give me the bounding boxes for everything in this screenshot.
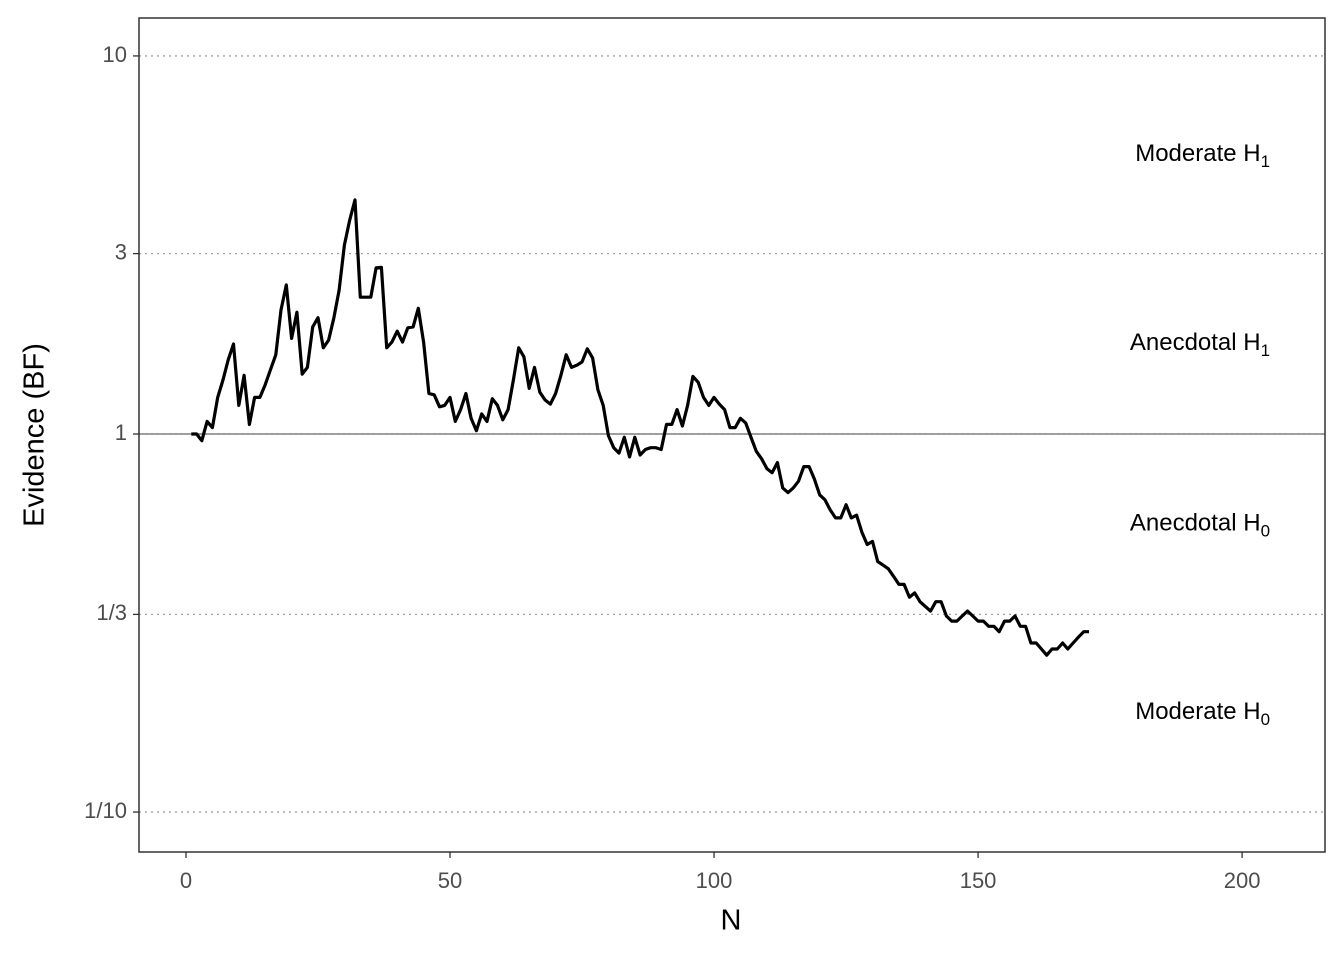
annotation: Anecdotal H1 bbox=[1130, 329, 1270, 360]
y-axis-title: Evidence (BF) bbox=[19, 343, 51, 527]
annotation-text: Moderate H bbox=[1135, 698, 1260, 725]
annotation-text: Anecdotal H bbox=[1130, 510, 1261, 537]
y-tick-label: 10 bbox=[103, 42, 127, 67]
x-tick-label: 0 bbox=[180, 868, 192, 893]
plot-border bbox=[138, 17, 1326, 853]
annotation-subscript: 0 bbox=[1261, 710, 1270, 729]
annotation-subscript: 1 bbox=[1261, 341, 1270, 360]
annotation: Moderate H0 bbox=[1135, 698, 1270, 729]
x-tick-label: 200 bbox=[1224, 868, 1261, 893]
y-tick-label: 1/10 bbox=[84, 798, 127, 823]
annotation-subscript: 1 bbox=[1261, 152, 1270, 171]
y-tick-label: 3 bbox=[115, 239, 127, 264]
annotation: Moderate H1 bbox=[1135, 140, 1270, 171]
x-axis-title: N bbox=[721, 905, 742, 937]
annotation-subscript: 0 bbox=[1261, 522, 1270, 541]
x-tick-label: 150 bbox=[960, 868, 997, 893]
data-line bbox=[191, 198, 1089, 657]
y-tick-label: 1 bbox=[115, 420, 127, 445]
x-tick-label: 50 bbox=[438, 868, 462, 893]
annotation-text: Anecdotal H bbox=[1130, 329, 1261, 356]
annotation-text: Moderate H bbox=[1135, 140, 1260, 167]
annotation: Anecdotal H0 bbox=[1130, 510, 1270, 541]
y-tick-label: 1/3 bbox=[96, 600, 127, 625]
x-tick-label: 100 bbox=[696, 868, 733, 893]
